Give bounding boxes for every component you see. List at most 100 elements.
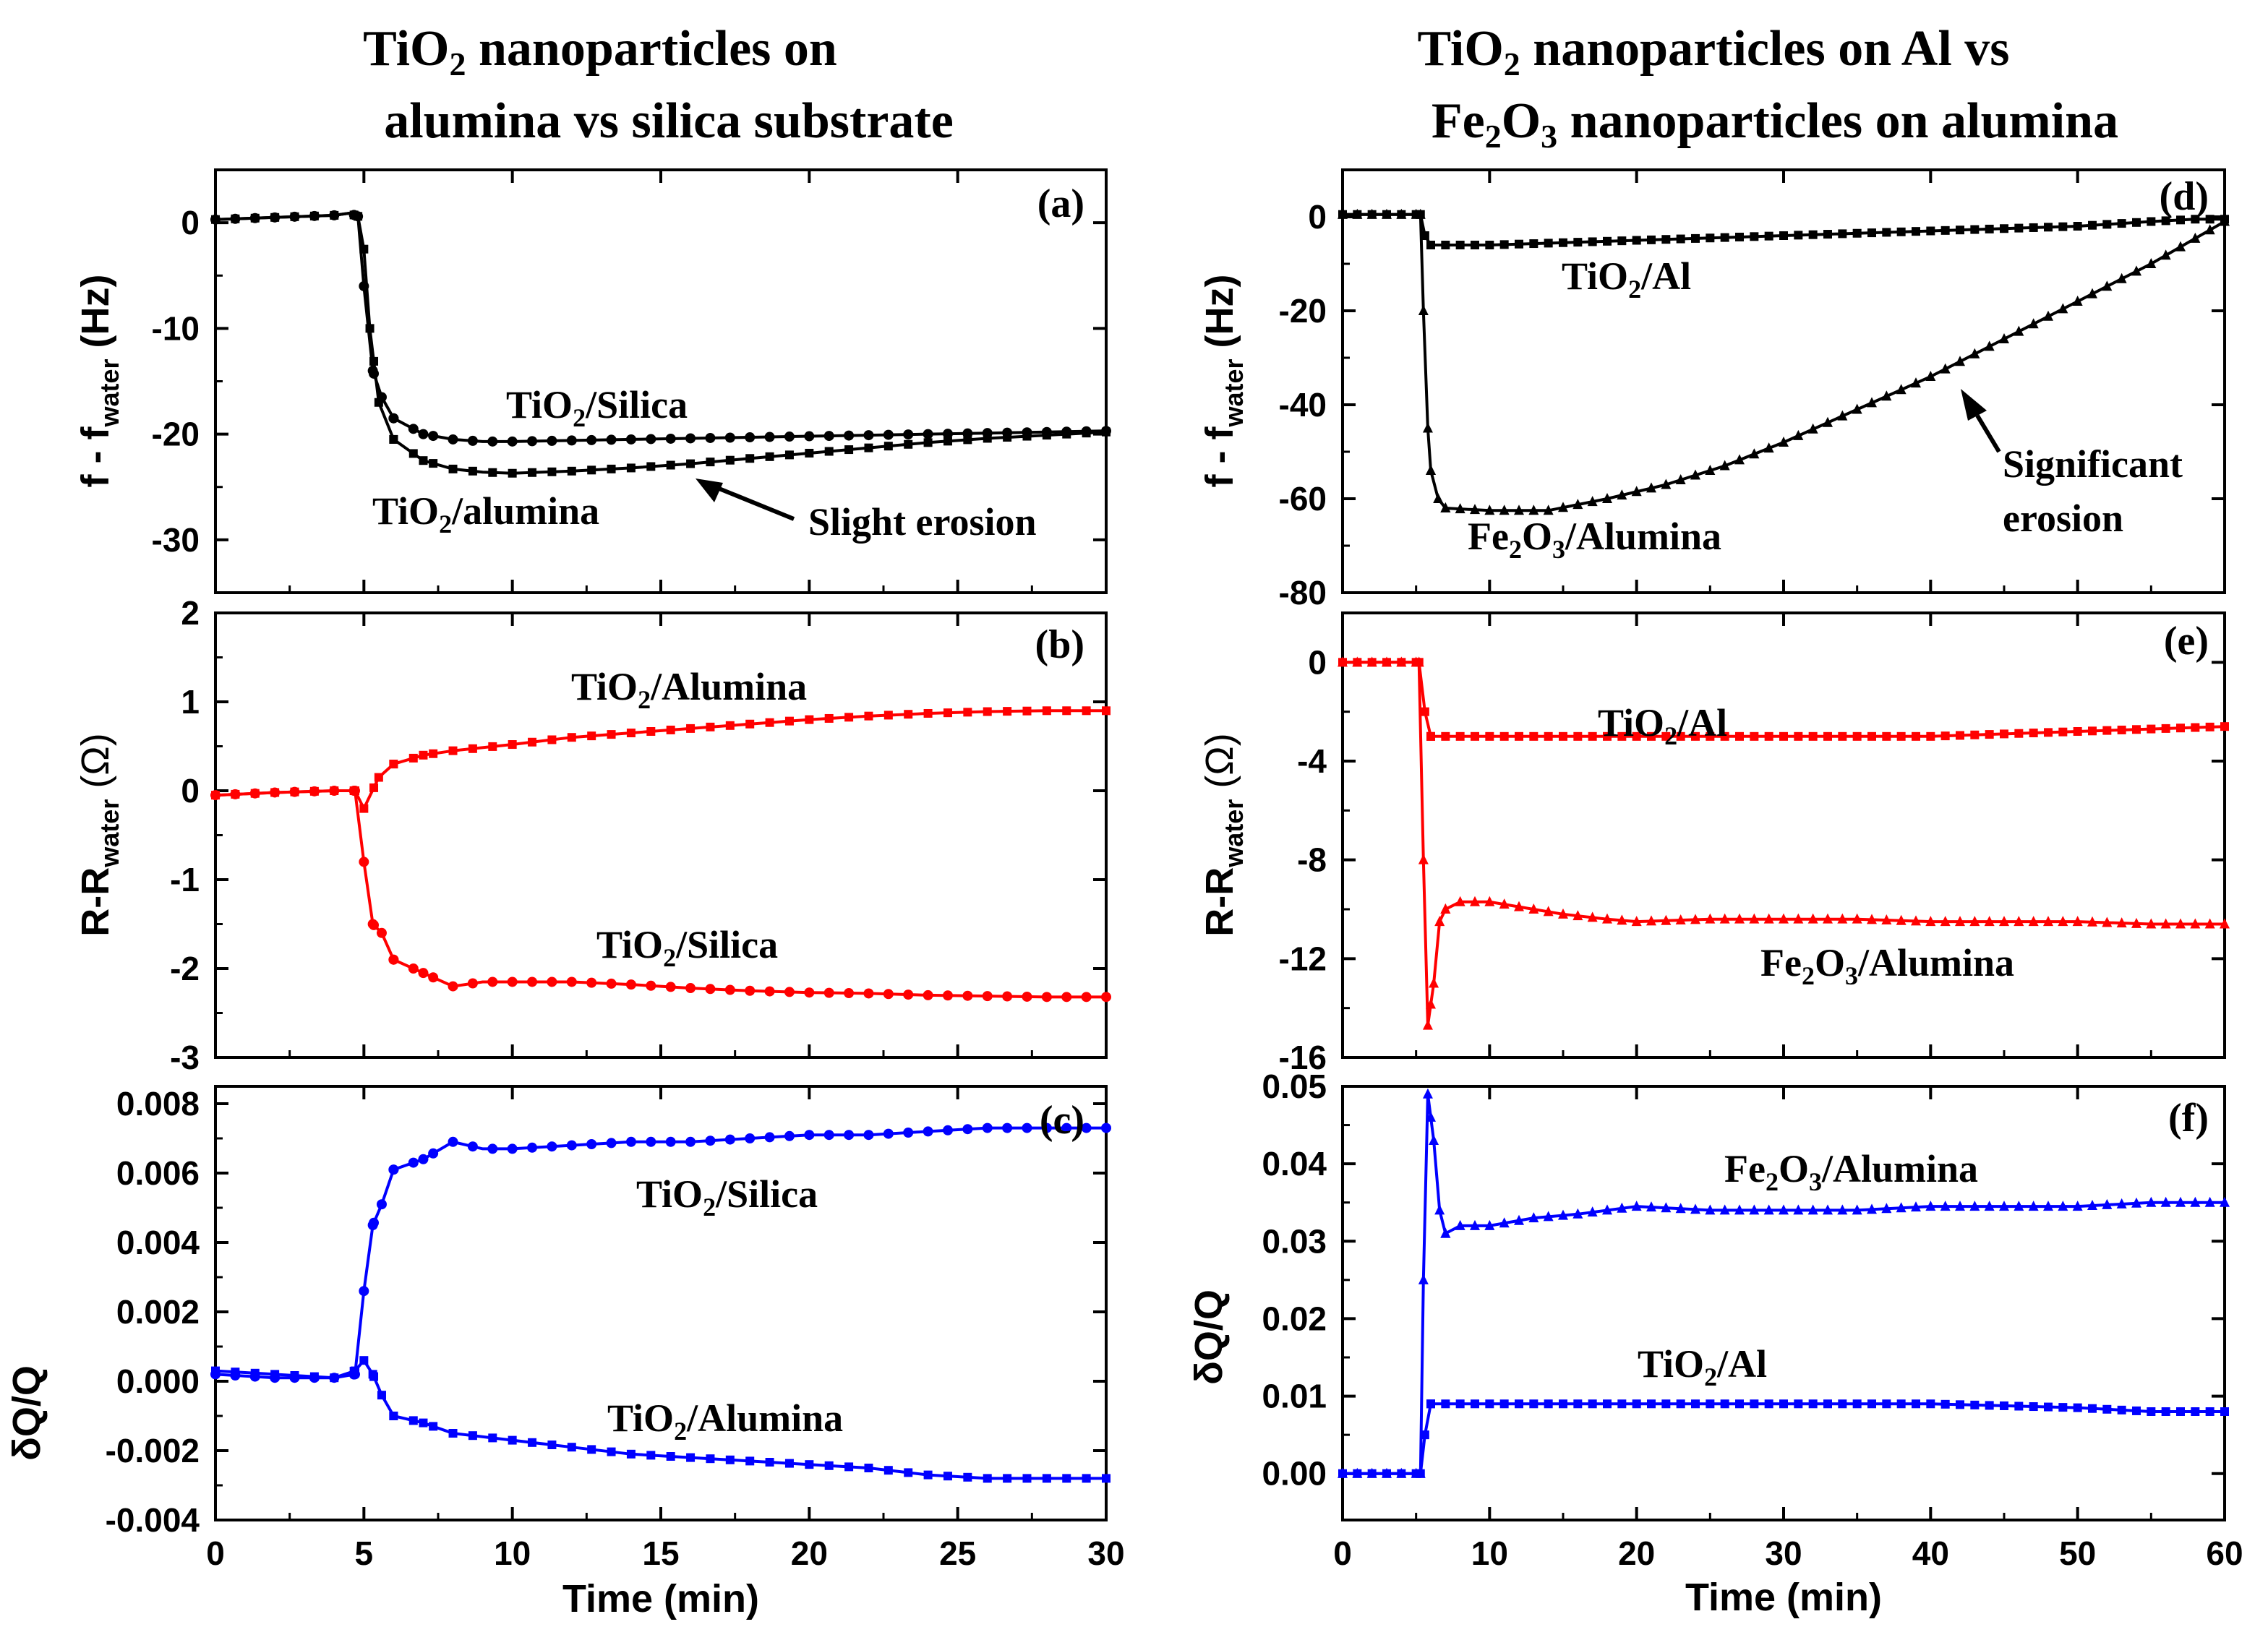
data-point	[2146, 258, 2157, 268]
data-point	[1940, 916, 1951, 927]
data-point	[2176, 215, 2185, 225]
data-point	[1396, 656, 1407, 667]
data-point	[823, 1130, 834, 1141]
data-point	[1823, 416, 1833, 427]
data-point	[1022, 706, 1032, 716]
data-point	[354, 212, 363, 221]
data-point	[1985, 224, 1994, 233]
data-point	[1940, 226, 1950, 235]
data-point	[1485, 1399, 1494, 1409]
data-point	[1470, 504, 1480, 515]
series-line-tio2-al	[1343, 212, 2225, 246]
data-point	[1062, 1474, 1071, 1483]
panel-d-label-fe2o3-alumina: Fe2O3/Alumina	[1468, 515, 1721, 564]
data-point	[1413, 656, 1424, 667]
data-point	[1647, 1399, 1656, 1409]
data-point	[1706, 233, 1715, 243]
data-point	[943, 708, 952, 718]
data-point	[2014, 1201, 2024, 1211]
data-point	[1484, 1219, 1495, 1230]
data-point	[1896, 914, 1907, 925]
data-point	[1602, 1204, 1612, 1215]
data-point	[1882, 1399, 1891, 1409]
data-point	[1867, 1399, 1876, 1409]
y-tick-label: -3	[170, 1039, 200, 1076]
x-tick-label: 40	[1912, 1534, 1949, 1572]
data-point	[745, 985, 756, 996]
data-point	[587, 465, 596, 475]
data-point	[2058, 727, 2068, 737]
data-point	[2117, 219, 2126, 228]
data-point	[1455, 1219, 1465, 1230]
panel-d-x-axis	[1341, 170, 2226, 593]
data-point	[1426, 241, 1435, 249]
data-point	[376, 927, 387, 938]
data-point	[883, 429, 894, 440]
y-tick-label: 0.006	[116, 1154, 200, 1192]
data-point	[1338, 208, 1348, 219]
data-point	[2102, 726, 2112, 735]
data-point	[429, 749, 438, 758]
x-tick-label: 0	[206, 1534, 225, 1572]
data-point	[1061, 1122, 1072, 1133]
data-point	[1705, 1204, 1716, 1215]
data-point	[1911, 377, 1921, 388]
data-point	[2205, 1407, 2214, 1416]
data-point	[2102, 916, 2113, 927]
data-point	[2014, 1401, 2024, 1411]
data-point	[943, 1472, 952, 1481]
data-point	[1081, 992, 1092, 1003]
panel-e-label: (e)	[2164, 619, 2209, 664]
data-point	[1706, 1399, 1715, 1409]
data-point	[1808, 731, 1818, 741]
panel-d-annotation-erosion: erosion	[2003, 497, 2123, 540]
data-point	[374, 398, 383, 407]
data-point	[1499, 898, 1510, 909]
data-point	[377, 1391, 386, 1400]
data-point	[1515, 1399, 1523, 1409]
heading-left-line2: alumina vs silica substrate	[384, 93, 954, 149]
data-point	[1691, 1399, 1700, 1409]
data-point	[963, 435, 972, 445]
data-point	[488, 1433, 497, 1443]
data-point	[2205, 215, 2214, 224]
data-point	[1081, 1122, 1092, 1133]
data-point	[1003, 707, 1012, 716]
data-point	[903, 989, 914, 1000]
data-point	[2014, 916, 2024, 927]
panel-e-frame	[1341, 611, 2226, 1059]
data-point	[1102, 706, 1111, 716]
y-tick-label: 0.02	[1262, 1300, 1327, 1337]
data-point	[1572, 910, 1583, 921]
panel-e-label-fe2o3-alumina: Fe2O3/Alumina	[1760, 941, 2014, 990]
data-point	[1925, 371, 1936, 381]
data-point	[389, 1412, 398, 1420]
y-tick-label: 0	[1308, 198, 1327, 236]
data-point	[1499, 240, 1509, 249]
data-point	[724, 1134, 735, 1145]
x-tick-label: 15	[642, 1534, 679, 1572]
data-point	[290, 212, 299, 221]
data-point	[329, 786, 340, 796]
data-point	[784, 450, 794, 460]
data-point	[1999, 916, 2009, 927]
data-point	[1940, 363, 1951, 374]
y-tick-label: -40	[1279, 386, 1327, 424]
data-point	[1852, 228, 1862, 238]
data-point	[1573, 238, 1583, 247]
data-point	[2147, 724, 2156, 734]
panel-d-arrow-head	[1961, 389, 1987, 421]
data-point	[2073, 727, 2082, 736]
data-point	[468, 1431, 477, 1441]
data-point	[418, 1154, 429, 1164]
data-point	[1867, 914, 1877, 924]
data-point	[309, 211, 319, 220]
data-point	[2102, 1198, 2113, 1209]
panel-e: 0 -4 -8 -12 -16 (e) R-Rwater (Ω) TiO2/Al Fe2…	[1198, 611, 2230, 1076]
data-point	[1837, 410, 1848, 421]
data-point	[686, 459, 696, 468]
data-point	[290, 1371, 299, 1380]
data-point	[1440, 1227, 1451, 1238]
data-point	[2204, 918, 2215, 929]
data-point	[359, 1356, 369, 1365]
